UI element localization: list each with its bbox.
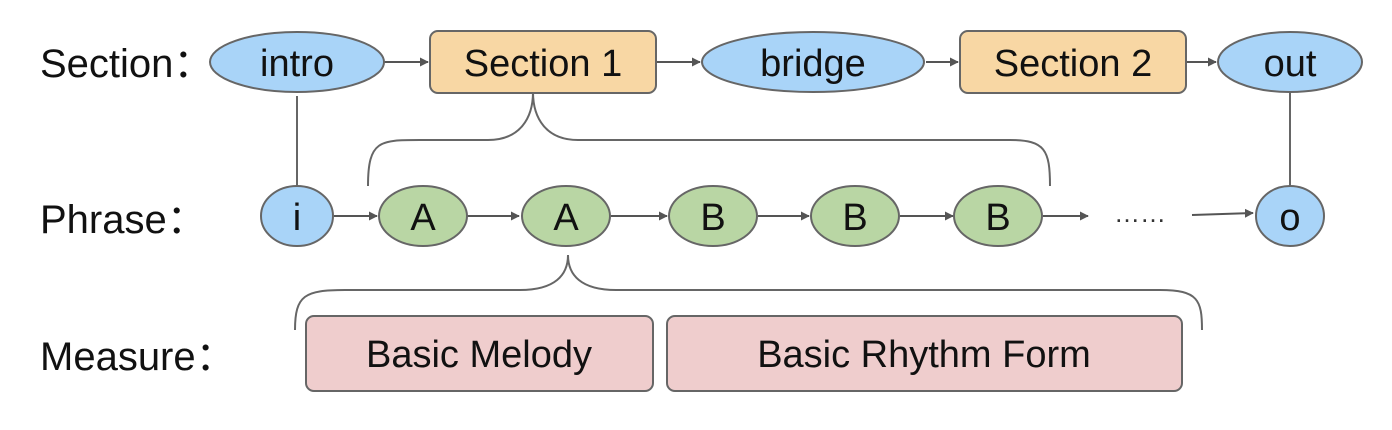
phrase-node-a1: A bbox=[378, 185, 468, 247]
section-node-bridge: bridge bbox=[701, 31, 925, 93]
phrase-row-label: Phrase： bbox=[40, 198, 207, 242]
b1-text: B bbox=[700, 197, 725, 239]
o-text: o bbox=[1279, 197, 1300, 239]
phrase-node-o: o bbox=[1255, 185, 1325, 247]
section2-text: Section 2 bbox=[994, 43, 1152, 85]
measure-node-rhythm: Basic Rhythm Form bbox=[666, 315, 1183, 392]
b3-text: B bbox=[985, 197, 1010, 239]
a1-text: A bbox=[410, 197, 436, 239]
arrow-ellipsis-o bbox=[1191, 208, 1254, 218]
phrase-node-a2: A bbox=[521, 185, 611, 247]
phrase-node-b1: B bbox=[668, 185, 758, 247]
section1-bracket bbox=[367, 91, 1051, 187]
i-text: i bbox=[293, 197, 301, 239]
phrase-node-i: i bbox=[260, 185, 334, 247]
b2-text: B bbox=[842, 197, 867, 239]
measure-row-label: Measure： bbox=[40, 335, 236, 379]
intro-text: intro bbox=[260, 43, 334, 85]
section1-text: Section 1 bbox=[464, 43, 622, 85]
out-text: out bbox=[1264, 43, 1317, 85]
bridge-text: bridge bbox=[760, 43, 866, 85]
section-node-out: out bbox=[1217, 31, 1363, 93]
phrase-a-bracket bbox=[294, 254, 1203, 331]
section-node-intro: intro bbox=[209, 31, 385, 93]
section-node-section2: Section 2 bbox=[959, 30, 1187, 94]
measure-node-melody: Basic Melody bbox=[305, 315, 654, 392]
melody-text: Basic Melody bbox=[366, 334, 592, 376]
section-row-label: Section： bbox=[40, 42, 213, 86]
phrase-node-b3: B bbox=[953, 185, 1043, 247]
phrase-node-b2: B bbox=[810, 185, 900, 247]
rhythm-text: Basic Rhythm Form bbox=[757, 334, 1091, 376]
a2-text: A bbox=[553, 197, 579, 239]
phrase-ellipsis: …… bbox=[1114, 198, 1166, 228]
section-node-section1: Section 1 bbox=[429, 30, 657, 94]
